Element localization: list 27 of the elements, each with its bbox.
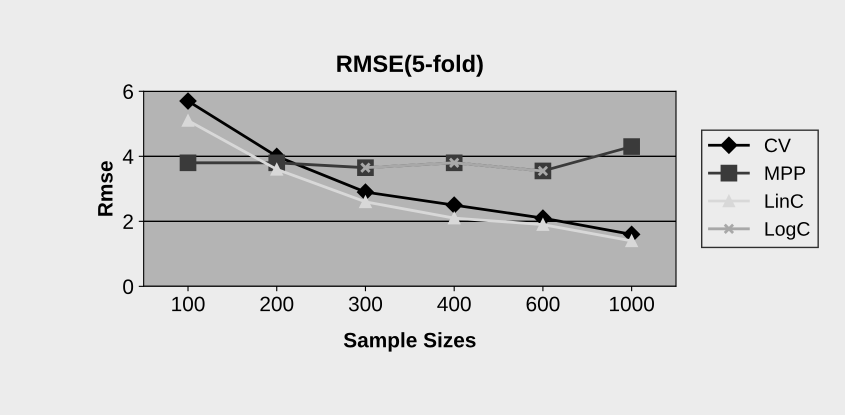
x-tick-label: 300	[348, 296, 382, 312]
point	[448, 212, 460, 224]
point	[180, 154, 196, 172]
x-tick-label: 600	[526, 296, 560, 312]
point	[625, 234, 638, 248]
legend-label: LinC	[766, 194, 804, 208]
y-tick-label: 2	[123, 214, 133, 229]
y-tick-label: 4	[122, 150, 134, 164]
x-axis-title: Sample Sizes	[344, 332, 476, 352]
legend-label: MPP	[766, 166, 806, 180]
legend-label: CV	[764, 138, 791, 152]
x-tick-label: 200	[260, 296, 294, 312]
x-tick-label: 1000	[610, 296, 654, 312]
chart-title: RMSE(5-fold)	[337, 54, 483, 77]
y-tick-label: 6	[123, 84, 134, 100]
y-tick-label: 0	[123, 279, 134, 294]
point	[536, 218, 550, 231]
x-tick-label: 400	[437, 296, 471, 312]
point	[446, 196, 463, 214]
point	[356, 184, 374, 201]
point	[359, 196, 372, 208]
point	[182, 114, 194, 127]
legend-label: LogC	[766, 222, 810, 240]
y-axis-title: Rmse	[98, 161, 113, 216]
x-tick-label: 100	[172, 296, 205, 312]
point	[179, 92, 197, 110]
point	[623, 138, 640, 155]
